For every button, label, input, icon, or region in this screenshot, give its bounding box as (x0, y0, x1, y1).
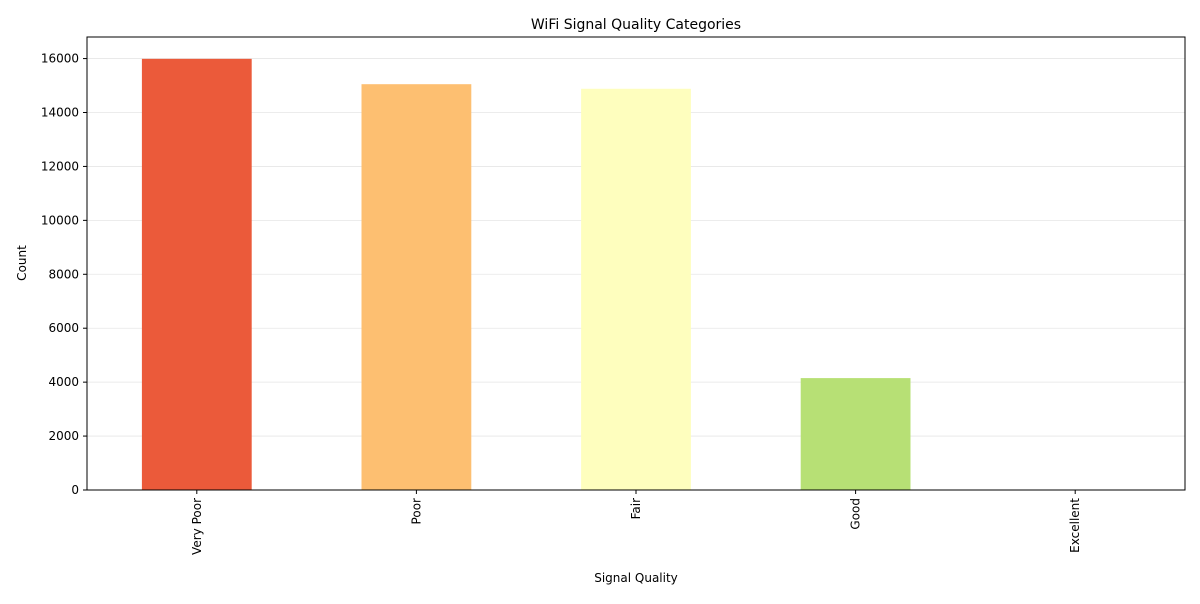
y-tick-label: 16000 (41, 52, 79, 66)
y-tick-label: 12000 (41, 159, 79, 173)
x-tick-label: Excellent (1068, 498, 1082, 553)
x-axis-label: Signal Quality (594, 571, 678, 585)
bar-very-poor (141, 58, 252, 491)
y-axis-label: Count (15, 245, 29, 281)
y-tick-label: 0 (71, 483, 79, 497)
chart-title: WiFi Signal Quality Categories (531, 17, 741, 33)
y-tick-label: 4000 (48, 375, 79, 389)
y-tick-label: 14000 (41, 106, 79, 120)
y-tick-label: 8000 (48, 267, 79, 281)
y-tick-label: 10000 (41, 213, 79, 227)
x-tick-label: Good (849, 498, 863, 530)
x-tick-label: Poor (409, 498, 423, 524)
x-ticks: Very Poor Poor Fair Good Excellent (190, 490, 1082, 555)
y-tick-label: 2000 (48, 429, 79, 443)
bar-poor (361, 84, 472, 490)
x-tick-label: Fair (629, 498, 643, 519)
y-tick-label: 6000 (48, 321, 79, 335)
bars (141, 58, 911, 491)
y-ticks: 0 2000 4000 6000 8000 10000 12000 14000 16000 (41, 52, 87, 497)
bar-fair (581, 88, 691, 491)
x-tick-label: Very Poor (190, 498, 204, 555)
bar-good (800, 378, 911, 490)
